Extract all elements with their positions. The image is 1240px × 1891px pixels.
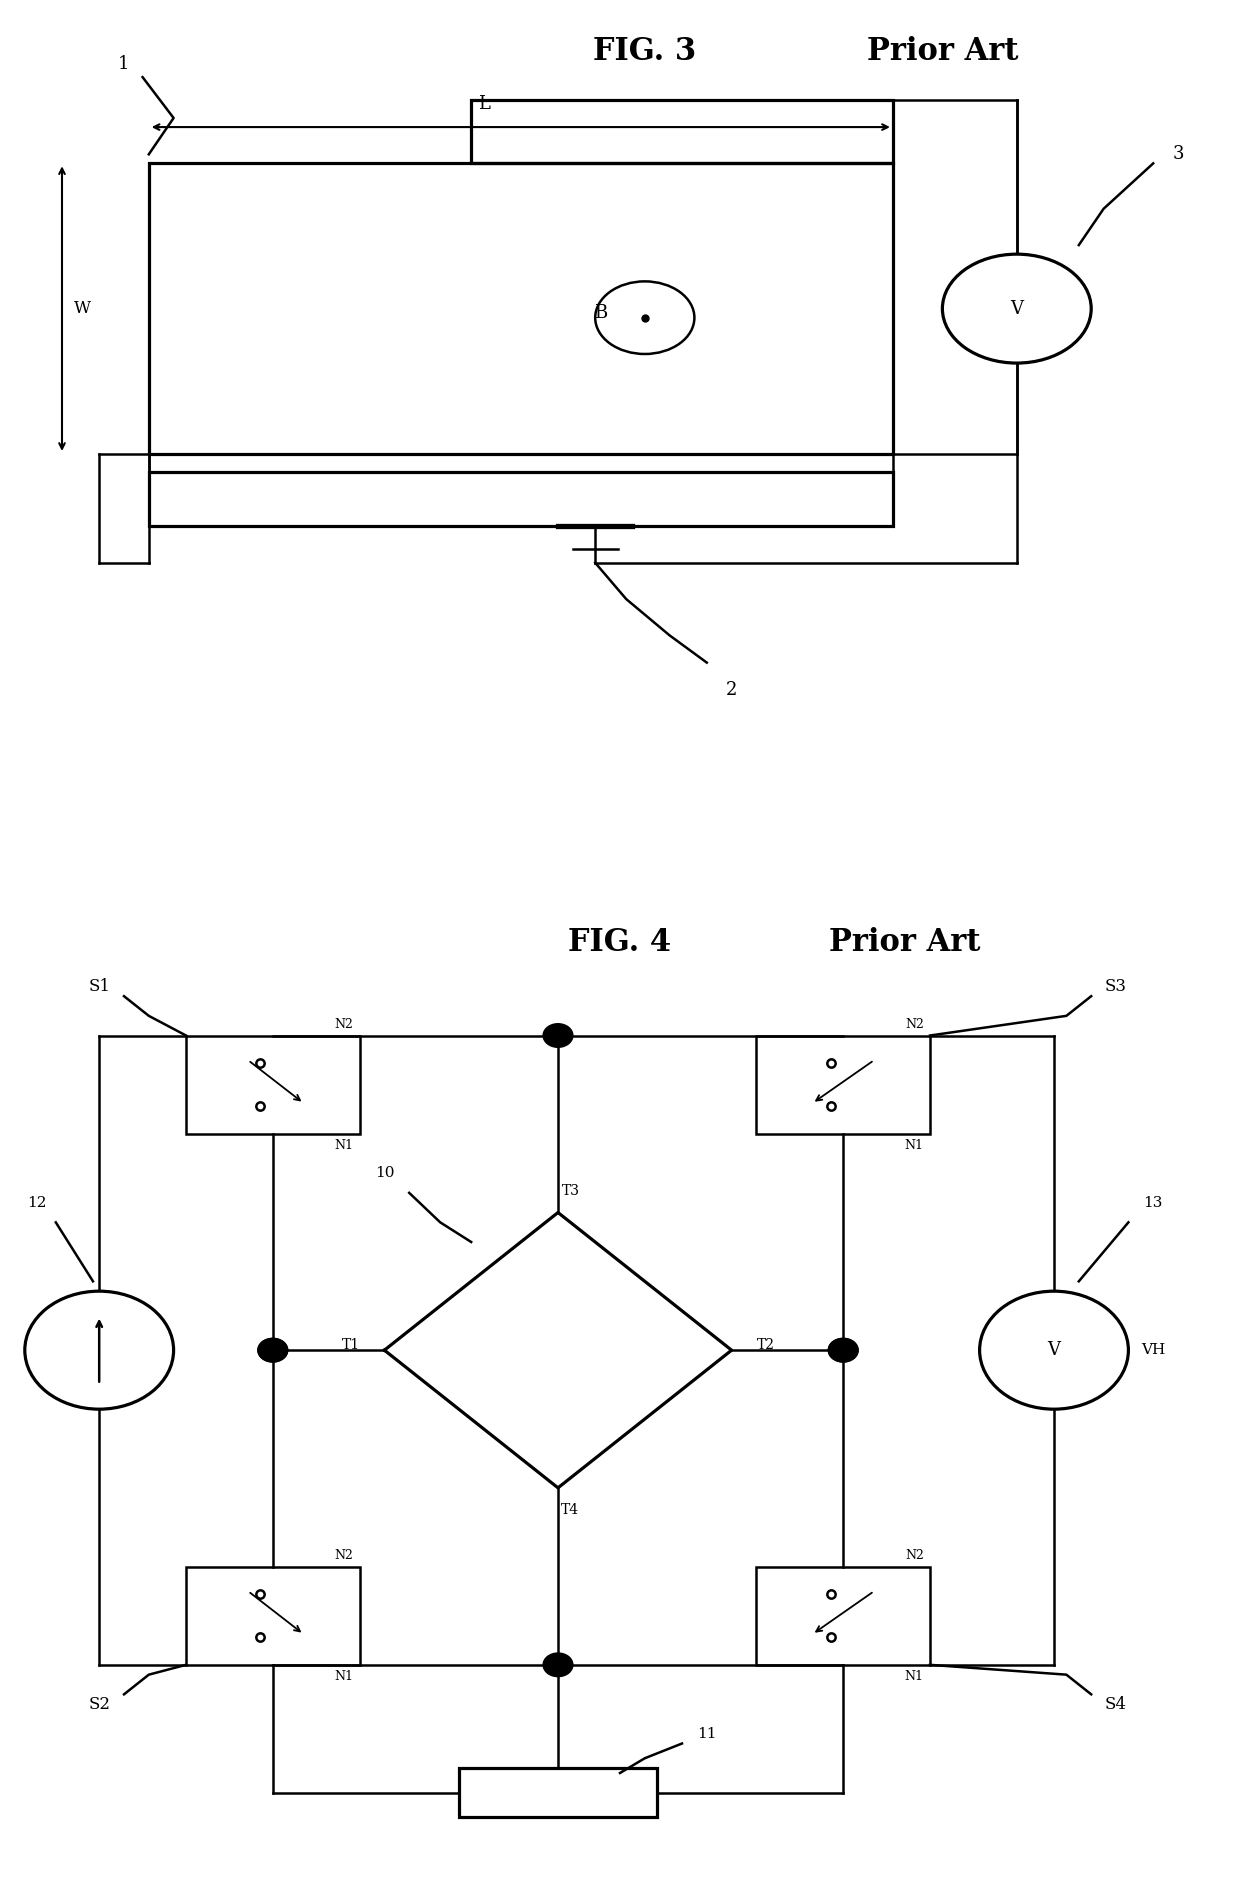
Text: Prior Art: Prior Art bbox=[830, 927, 981, 959]
Text: L: L bbox=[477, 95, 490, 113]
Circle shape bbox=[543, 1023, 573, 1048]
Text: Ic: Ic bbox=[124, 1327, 139, 1343]
Text: T4: T4 bbox=[562, 1503, 579, 1517]
Bar bbox=[186, 1566, 360, 1664]
Bar bbox=[149, 163, 893, 454]
Text: N2: N2 bbox=[905, 1549, 924, 1562]
Text: N1: N1 bbox=[905, 1138, 924, 1152]
Text: V: V bbox=[1011, 299, 1023, 318]
Bar bbox=[149, 473, 893, 526]
Text: T1: T1 bbox=[341, 1339, 360, 1352]
Bar bbox=[756, 1036, 930, 1135]
Circle shape bbox=[543, 1653, 573, 1677]
Text: Prior Art: Prior Art bbox=[867, 36, 1018, 68]
Circle shape bbox=[258, 1339, 288, 1362]
Bar bbox=[459, 1768, 657, 1817]
Text: B: B bbox=[594, 304, 608, 321]
Text: T2: T2 bbox=[756, 1339, 775, 1352]
Text: N2: N2 bbox=[905, 1017, 924, 1031]
Text: FIG. 4: FIG. 4 bbox=[568, 927, 672, 959]
Text: 11: 11 bbox=[697, 1726, 717, 1742]
Text: S3: S3 bbox=[1105, 978, 1127, 995]
Text: N1: N1 bbox=[335, 1138, 353, 1152]
Text: S4: S4 bbox=[1105, 1696, 1127, 1713]
Text: N1: N1 bbox=[335, 1670, 353, 1683]
Text: V: V bbox=[1048, 1341, 1060, 1360]
Text: N1: N1 bbox=[905, 1670, 924, 1683]
Text: 1: 1 bbox=[118, 55, 130, 72]
Bar bbox=[471, 100, 893, 163]
Text: 12: 12 bbox=[27, 1195, 47, 1210]
Circle shape bbox=[25, 1292, 174, 1409]
Text: 3: 3 bbox=[1172, 146, 1184, 163]
Text: 2: 2 bbox=[725, 681, 738, 700]
Text: VH: VH bbox=[1141, 1343, 1166, 1358]
Text: FIG. 3: FIG. 3 bbox=[593, 36, 697, 68]
Text: S2: S2 bbox=[88, 1696, 110, 1713]
Text: N2: N2 bbox=[335, 1549, 353, 1562]
Bar bbox=[186, 1036, 360, 1135]
Text: T3: T3 bbox=[562, 1184, 579, 1197]
Text: 13: 13 bbox=[1143, 1195, 1163, 1210]
Circle shape bbox=[942, 253, 1091, 363]
Circle shape bbox=[828, 1339, 858, 1362]
Circle shape bbox=[828, 1339, 858, 1362]
Text: S1: S1 bbox=[88, 978, 110, 995]
Text: N2: N2 bbox=[335, 1017, 353, 1031]
Text: 10: 10 bbox=[374, 1167, 394, 1180]
Text: W: W bbox=[74, 301, 92, 318]
Circle shape bbox=[980, 1292, 1128, 1409]
Circle shape bbox=[258, 1339, 288, 1362]
Bar bbox=[756, 1566, 930, 1664]
